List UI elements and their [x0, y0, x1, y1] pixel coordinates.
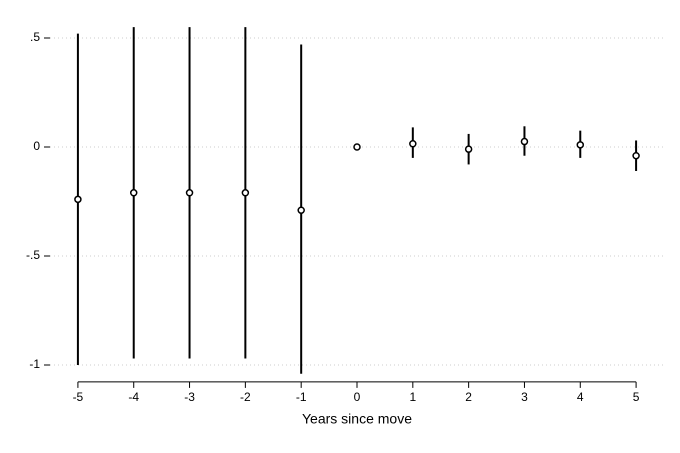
point-estimate [129, 189, 138, 197]
point-estimate [464, 145, 473, 153]
x-tick-label: 0 [354, 390, 361, 404]
point-estimate [74, 195, 82, 204]
point-estimate [576, 141, 585, 149]
point-estimate [241, 189, 250, 197]
x-tick-label: -3 [184, 390, 195, 404]
x-tick-label: 2 [465, 390, 472, 404]
point-estimate [632, 151, 640, 160]
x-tick-label: 4 [577, 390, 584, 404]
x-tick-label: -5 [73, 390, 84, 404]
x-tick-label: 5 [633, 390, 640, 404]
y-tick-label: -1 [29, 357, 40, 371]
x-tick-label: -1 [296, 390, 307, 404]
x-tick-label: 3 [521, 390, 528, 404]
point-estimate [409, 139, 417, 148]
point-estimate [353, 143, 361, 151]
x-tick-label: 1 [409, 390, 416, 404]
point-estimate [185, 189, 194, 197]
y-tick-label: -.5 [26, 248, 40, 262]
x-axis-title: Years since move [302, 411, 412, 427]
y-tick-label: .5 [30, 30, 40, 44]
y-tick-label: 0 [33, 139, 40, 153]
x-tick-label: -2 [240, 390, 251, 404]
x-tick-label: -4 [128, 390, 139, 404]
point-estimate [297, 206, 305, 214]
point-estimate [520, 137, 529, 146]
